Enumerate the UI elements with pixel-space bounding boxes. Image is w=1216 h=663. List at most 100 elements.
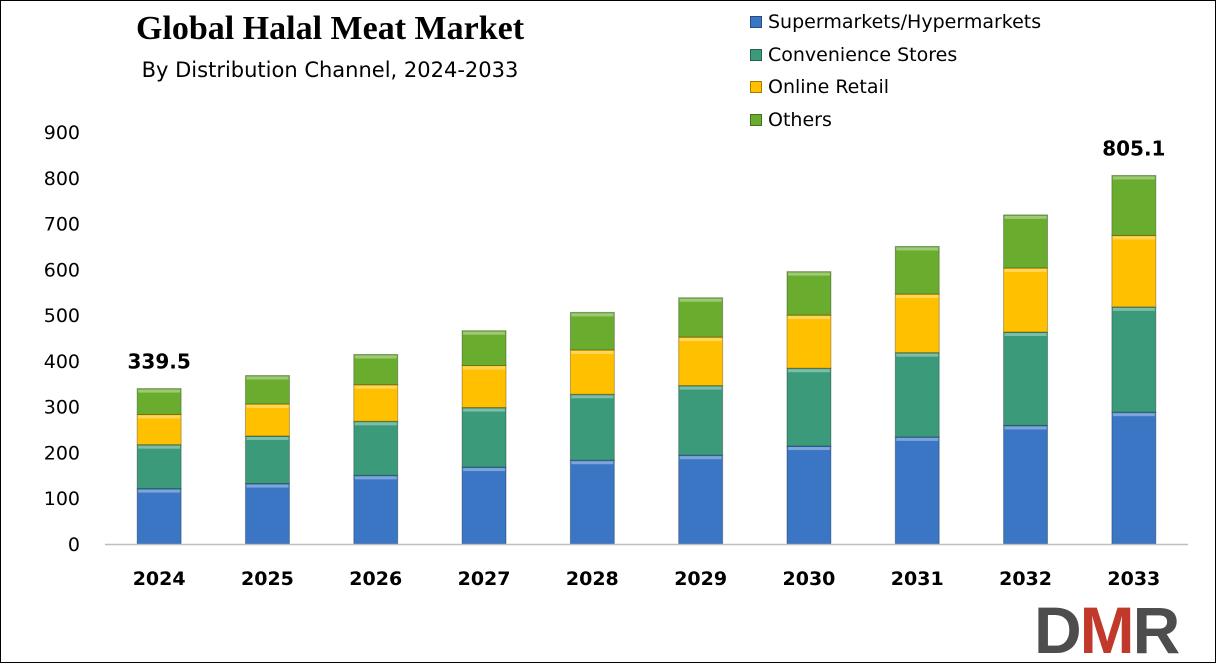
bar-segment xyxy=(461,364,507,409)
legend-label: Convenience Stores xyxy=(768,43,958,66)
legend-label: Online Retail xyxy=(768,76,890,99)
y-tick-label: 100 xyxy=(44,488,80,510)
bar-segment-highlight xyxy=(571,461,614,465)
bar-segment-highlight xyxy=(571,350,614,354)
data-labels: 339.5 805.1 xyxy=(128,136,1166,373)
legend-swatch xyxy=(750,48,762,61)
bar-segment xyxy=(1111,306,1157,413)
bar-segment xyxy=(461,466,507,545)
bar-segment xyxy=(786,445,832,545)
bar-segment-highlight xyxy=(463,408,506,412)
bar-segment-highlight xyxy=(463,331,506,335)
x-tick-label: 2028 xyxy=(566,568,619,590)
bar-segment-highlight xyxy=(1004,333,1047,337)
bar-segment xyxy=(569,393,615,461)
bar-segment-highlight xyxy=(354,385,397,389)
bar-segment xyxy=(244,375,290,405)
x-tick-label: 2025 xyxy=(241,568,294,590)
bar-segment-highlight xyxy=(679,338,722,342)
x-tick-label: 2033 xyxy=(1107,568,1160,590)
bar-segment-highlight xyxy=(1112,307,1155,311)
legend-item: Supermarkets/Hypermarkets xyxy=(750,6,1041,39)
x-tick-label: 2027 xyxy=(458,568,511,590)
bar-segment xyxy=(244,435,290,485)
bar-segment xyxy=(894,293,940,354)
x-axis: 2024 2025 2026 2027 2028 2029 2030 2031 2032 2033 xyxy=(105,543,1188,590)
y-tick-label: 500 xyxy=(44,305,80,327)
bar-segment xyxy=(894,245,940,295)
y-tick-label: 300 xyxy=(44,397,80,419)
bar-segment-highlight xyxy=(246,404,289,408)
bar-segment-highlight xyxy=(1004,426,1047,430)
bar-segment-highlight xyxy=(896,353,939,357)
bar-segment xyxy=(244,483,290,545)
bar-segment-highlight xyxy=(787,316,830,320)
bar-segment-highlight xyxy=(571,313,614,317)
bar-stack-2027 xyxy=(461,330,507,545)
bar-segment-highlight xyxy=(571,395,614,399)
bar-stack-2030 xyxy=(786,271,832,545)
bar-segment-highlight xyxy=(354,422,397,426)
bar-segment-highlight xyxy=(1004,268,1047,272)
y-tick-label: 0 xyxy=(68,534,80,556)
bar-segment-highlight xyxy=(354,476,397,480)
legend-item: Online Retail xyxy=(750,71,1041,104)
bar-segment-highlight xyxy=(896,295,939,299)
bar-segment xyxy=(353,420,399,476)
bar-segment-highlight xyxy=(679,298,722,302)
bar-segment-highlight xyxy=(679,386,722,390)
bar-segment xyxy=(569,311,615,351)
y-tick-label: 200 xyxy=(44,442,80,464)
x-tick-label: 2031 xyxy=(891,568,944,590)
bar-segment-highlight xyxy=(896,247,939,251)
y-tick-label: 400 xyxy=(44,351,80,373)
bar-segment-highlight xyxy=(138,415,181,419)
bar-segment xyxy=(894,436,940,545)
bar-stack-2024 xyxy=(136,388,182,545)
bar-segment xyxy=(786,367,832,447)
y-tick-label: 800 xyxy=(44,168,80,190)
bar-segment xyxy=(353,353,399,386)
bar-segment-highlight xyxy=(787,272,830,276)
bar-segment xyxy=(678,385,724,456)
logo-letter: M xyxy=(1080,597,1133,659)
bar-stack-2029 xyxy=(678,297,724,545)
bar-segment xyxy=(461,330,507,366)
bar-segment xyxy=(136,413,182,446)
bar-segment-highlight xyxy=(787,369,830,373)
bar-stack-2032 xyxy=(1003,214,1049,545)
legend-item: Others xyxy=(750,104,1041,137)
data-label: 339.5 xyxy=(128,350,191,374)
bar-segment xyxy=(1111,174,1157,236)
bar-segment xyxy=(461,407,507,468)
bar-stack-2025 xyxy=(244,375,290,545)
bar-stack-2033 xyxy=(1111,174,1157,545)
logo-letter: D xyxy=(1034,597,1080,659)
y-tick-label: 700 xyxy=(44,214,80,236)
bar-stack-2031 xyxy=(894,245,940,545)
legend-label: Supermarkets/Hypermarkets xyxy=(768,11,1042,34)
logo-text: DMR xyxy=(1034,597,1180,659)
bar-stack-2026 xyxy=(353,353,399,545)
y-tick-label: 900 xyxy=(44,122,80,144)
legend: Supermarkets/Hypermarkets Convenience St… xyxy=(750,6,1041,136)
legend-swatch xyxy=(750,81,762,94)
bar-segment-highlight xyxy=(138,445,181,449)
bar-segment xyxy=(1111,234,1157,308)
chart-title: Global Halal Meat Market xyxy=(135,10,525,47)
bar-segment xyxy=(244,403,290,437)
bar-segment xyxy=(353,384,399,422)
x-tick-label: 2024 xyxy=(133,568,186,590)
data-label: 805.1 xyxy=(1102,136,1165,160)
bar-segment-highlight xyxy=(354,355,397,359)
bar-segment xyxy=(1003,331,1049,426)
bar-segment xyxy=(1003,267,1049,333)
bar-segment-highlight xyxy=(246,436,289,440)
bar-segment xyxy=(786,314,832,369)
chart-subtitle: By Distribution Channel, 2024-2033 xyxy=(141,58,519,82)
logo-letter: R xyxy=(1133,597,1180,659)
bar-segment xyxy=(353,474,399,545)
y-axis: 0 100 200 300 400 500 600 700 800 900 xyxy=(44,122,80,556)
y-tick-label: 600 xyxy=(44,259,80,281)
bar-segment-highlight xyxy=(1112,236,1155,240)
